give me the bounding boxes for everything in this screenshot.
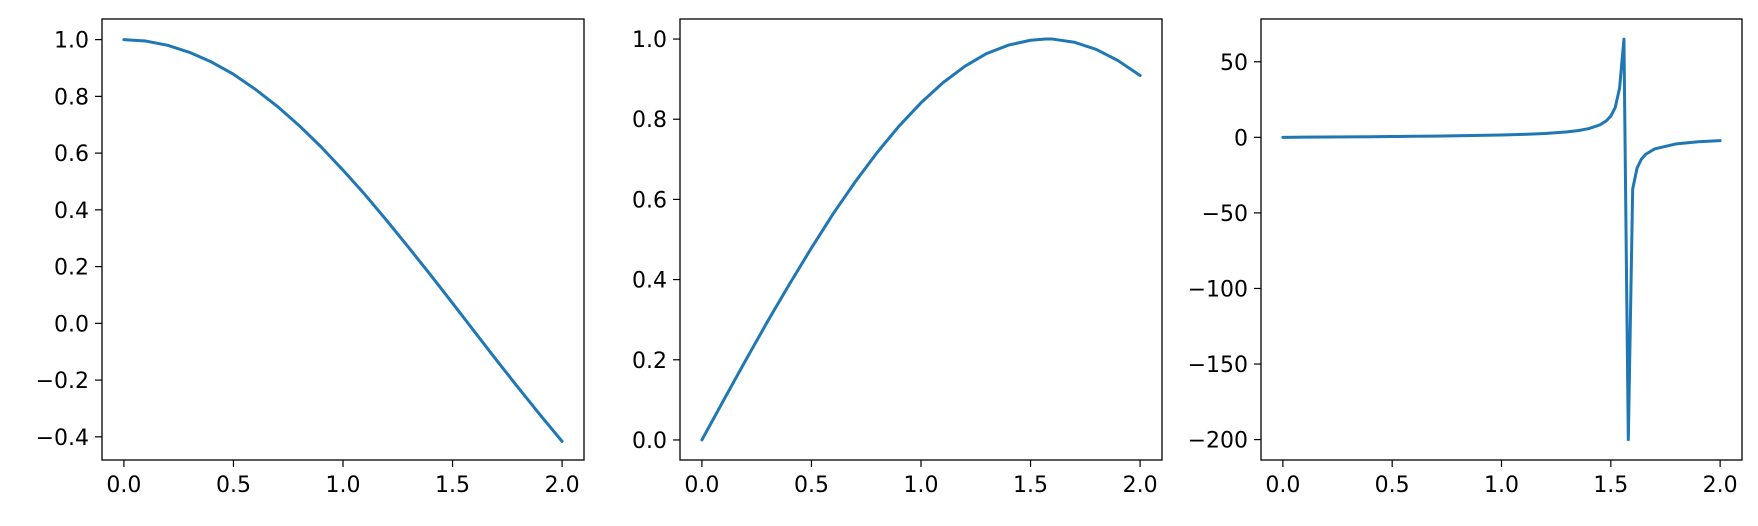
x-tick-label: 1.0 bbox=[904, 473, 939, 498]
y-tick-label: 0.2 bbox=[632, 349, 667, 374]
y-tick-label: 0.0 bbox=[632, 429, 667, 454]
x-tick-label: 0.0 bbox=[684, 473, 719, 498]
y-tick-label: 50 bbox=[1220, 51, 1248, 76]
y-tick-label: 0.2 bbox=[54, 256, 89, 281]
y-tick-label: 0.4 bbox=[632, 269, 667, 294]
y-tick-label: 0.0 bbox=[54, 312, 89, 337]
series-line-1-0 bbox=[700, 37, 1142, 442]
x-tick-label: 1.5 bbox=[435, 473, 470, 498]
y-tick-label: −150 bbox=[1188, 353, 1248, 378]
x-tick-label: 1.0 bbox=[1484, 473, 1519, 498]
y-tick-label: −50 bbox=[1202, 202, 1248, 227]
subplot-sin: 0.0 0.5 1.0 1.5 2.0 0.0 0.2 0.4 0.6 0.8 1.0 bbox=[632, 18, 1163, 498]
x-tick-label: 0.5 bbox=[216, 473, 251, 498]
subplot-tan: 0.0 0.5 1.0 1.5 2.0 −200 −150 −100 −50 0 50 bbox=[1188, 18, 1743, 498]
y-tick-label: 0.6 bbox=[632, 188, 667, 213]
y-tick-label: −100 bbox=[1188, 277, 1248, 302]
x-tick-label: 0.5 bbox=[794, 473, 829, 498]
y-tick-label: 0.8 bbox=[632, 108, 667, 133]
series-line-0-0 bbox=[122, 38, 564, 443]
y-tick-label: 0.8 bbox=[54, 85, 89, 110]
y-tick-label: 1.0 bbox=[632, 28, 667, 53]
y-tick-label: 1.0 bbox=[54, 29, 89, 54]
subplot-cos: 0.0 0.5 1.0 1.5 2.0 −0.4 −0.2 0.0 0.2 0.4 0.6 0.8 1.… bbox=[36, 18, 585, 498]
y-tick-label: 0.4 bbox=[54, 199, 89, 224]
x-tick-label: 0.0 bbox=[106, 473, 141, 498]
x-tick-label: 2.0 bbox=[545, 473, 580, 498]
series-line-2-0 bbox=[1281, 37, 1722, 442]
y-tick-label: −0.4 bbox=[36, 426, 89, 451]
x-tick-label: 0.5 bbox=[1375, 473, 1410, 498]
x-tick-label: 1.5 bbox=[1593, 473, 1628, 498]
x-tick-label: 1.5 bbox=[1013, 473, 1048, 498]
x-tick-label: 2.0 bbox=[1123, 473, 1158, 498]
x-tick-label: 2.0 bbox=[1703, 473, 1738, 498]
y-tick-label: −0.2 bbox=[36, 369, 89, 394]
x-tick-label: 0.0 bbox=[1265, 473, 1300, 498]
y-tick-label: −200 bbox=[1188, 429, 1248, 454]
y-tick-label: 0.6 bbox=[54, 142, 89, 167]
x-tick-label: 1.0 bbox=[326, 473, 361, 498]
y-tick-label: 0 bbox=[1234, 126, 1248, 151]
